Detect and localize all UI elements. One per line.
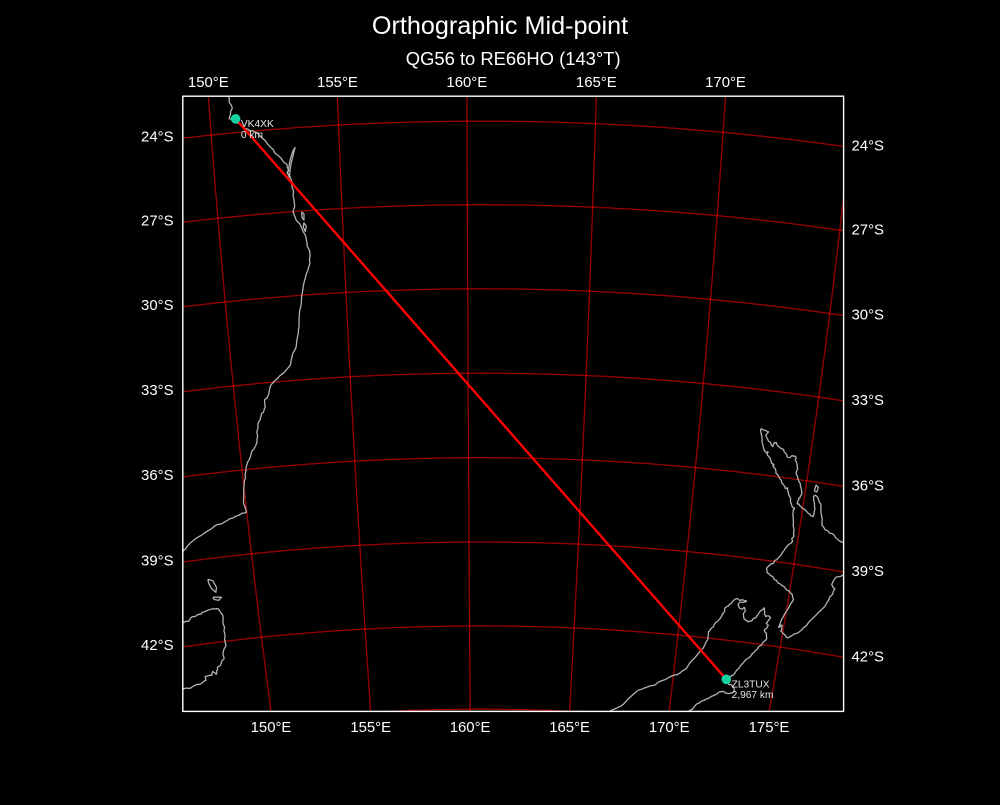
svg-text:170°E: 170°E — [649, 720, 690, 736]
svg-text:175°E: 175°E — [749, 720, 790, 736]
svg-text:160°E: 160°E — [450, 720, 491, 736]
svg-text:30°S: 30°S — [852, 308, 885, 324]
svg-text:2,967 km: 2,967 km — [732, 690, 774, 701]
svg-text:33°S: 33°S — [141, 383, 174, 399]
svg-text:155°E: 155°E — [317, 75, 358, 91]
svg-text:33°S: 33°S — [852, 393, 885, 409]
svg-text:0 km: 0 km — [241, 130, 263, 141]
svg-text:Orthographic Mid-point: Orthographic Mid-point — [372, 12, 628, 40]
svg-text:30°S: 30°S — [141, 298, 174, 314]
svg-text:QG56 to RE66HO (143°T): QG56 to RE66HO (143°T) — [406, 48, 621, 69]
svg-text:39°S: 39°S — [141, 553, 174, 569]
svg-text:36°S: 36°S — [141, 468, 174, 484]
svg-text:24°S: 24°S — [852, 139, 885, 155]
svg-text:42°S: 42°S — [141, 638, 174, 654]
svg-text:36°S: 36°S — [852, 478, 885, 494]
svg-text:42°S: 42°S — [852, 649, 885, 665]
svg-text:27°S: 27°S — [852, 223, 885, 239]
svg-text:170°E: 170°E — [705, 75, 746, 91]
svg-text:150°E: 150°E — [251, 720, 292, 736]
svg-text:165°E: 165°E — [576, 75, 617, 91]
svg-text:160°E: 160°E — [446, 75, 487, 91]
svg-text:165°E: 165°E — [549, 720, 590, 736]
svg-text:VK4XK: VK4XK — [241, 119, 274, 130]
svg-text:ZL3TUX: ZL3TUX — [732, 679, 770, 690]
svg-text:39°S: 39°S — [852, 564, 885, 580]
svg-text:150°E: 150°E — [188, 75, 229, 91]
svg-text:27°S: 27°S — [141, 213, 174, 229]
svg-text:155°E: 155°E — [350, 720, 391, 736]
svg-text:24°S: 24°S — [141, 129, 174, 145]
